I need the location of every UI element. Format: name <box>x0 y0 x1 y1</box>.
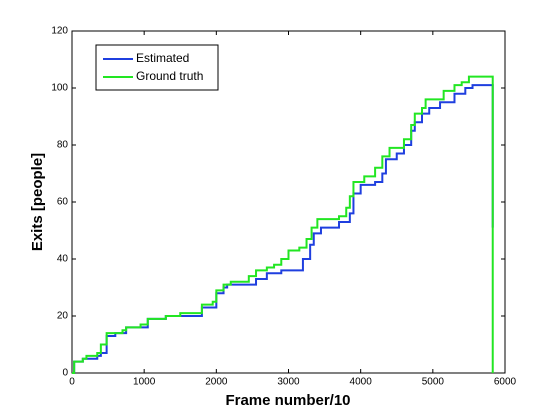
y-axis-label: Exits [people] <box>29 153 46 251</box>
y-tick-label: 20 <box>57 311 69 322</box>
legend-box <box>95 44 219 91</box>
y-tick-label: 40 <box>57 254 69 265</box>
legend-label: Estimated <box>136 51 189 65</box>
y-tick-label: 80 <box>57 140 69 151</box>
x-tick-label: 1000 <box>133 377 156 388</box>
x-tick-label: 6000 <box>494 377 517 388</box>
y-tick-label: 0 <box>62 368 68 379</box>
y-tick-label: 60 <box>57 197 69 208</box>
series-line <box>72 75 494 374</box>
x-tick-label: 5000 <box>422 377 445 388</box>
x-tick-label: 2000 <box>205 377 228 388</box>
x-tick-label: 4000 <box>350 377 373 388</box>
y-tick-label: 100 <box>51 83 68 94</box>
y-tick-label: 120 <box>51 26 68 37</box>
x-tick-label: 3000 <box>277 377 300 388</box>
x-tick-label: 0 <box>69 377 75 388</box>
x-axis-label: Frame number/10 <box>225 392 350 409</box>
legend-label: Ground truth <box>136 69 203 83</box>
